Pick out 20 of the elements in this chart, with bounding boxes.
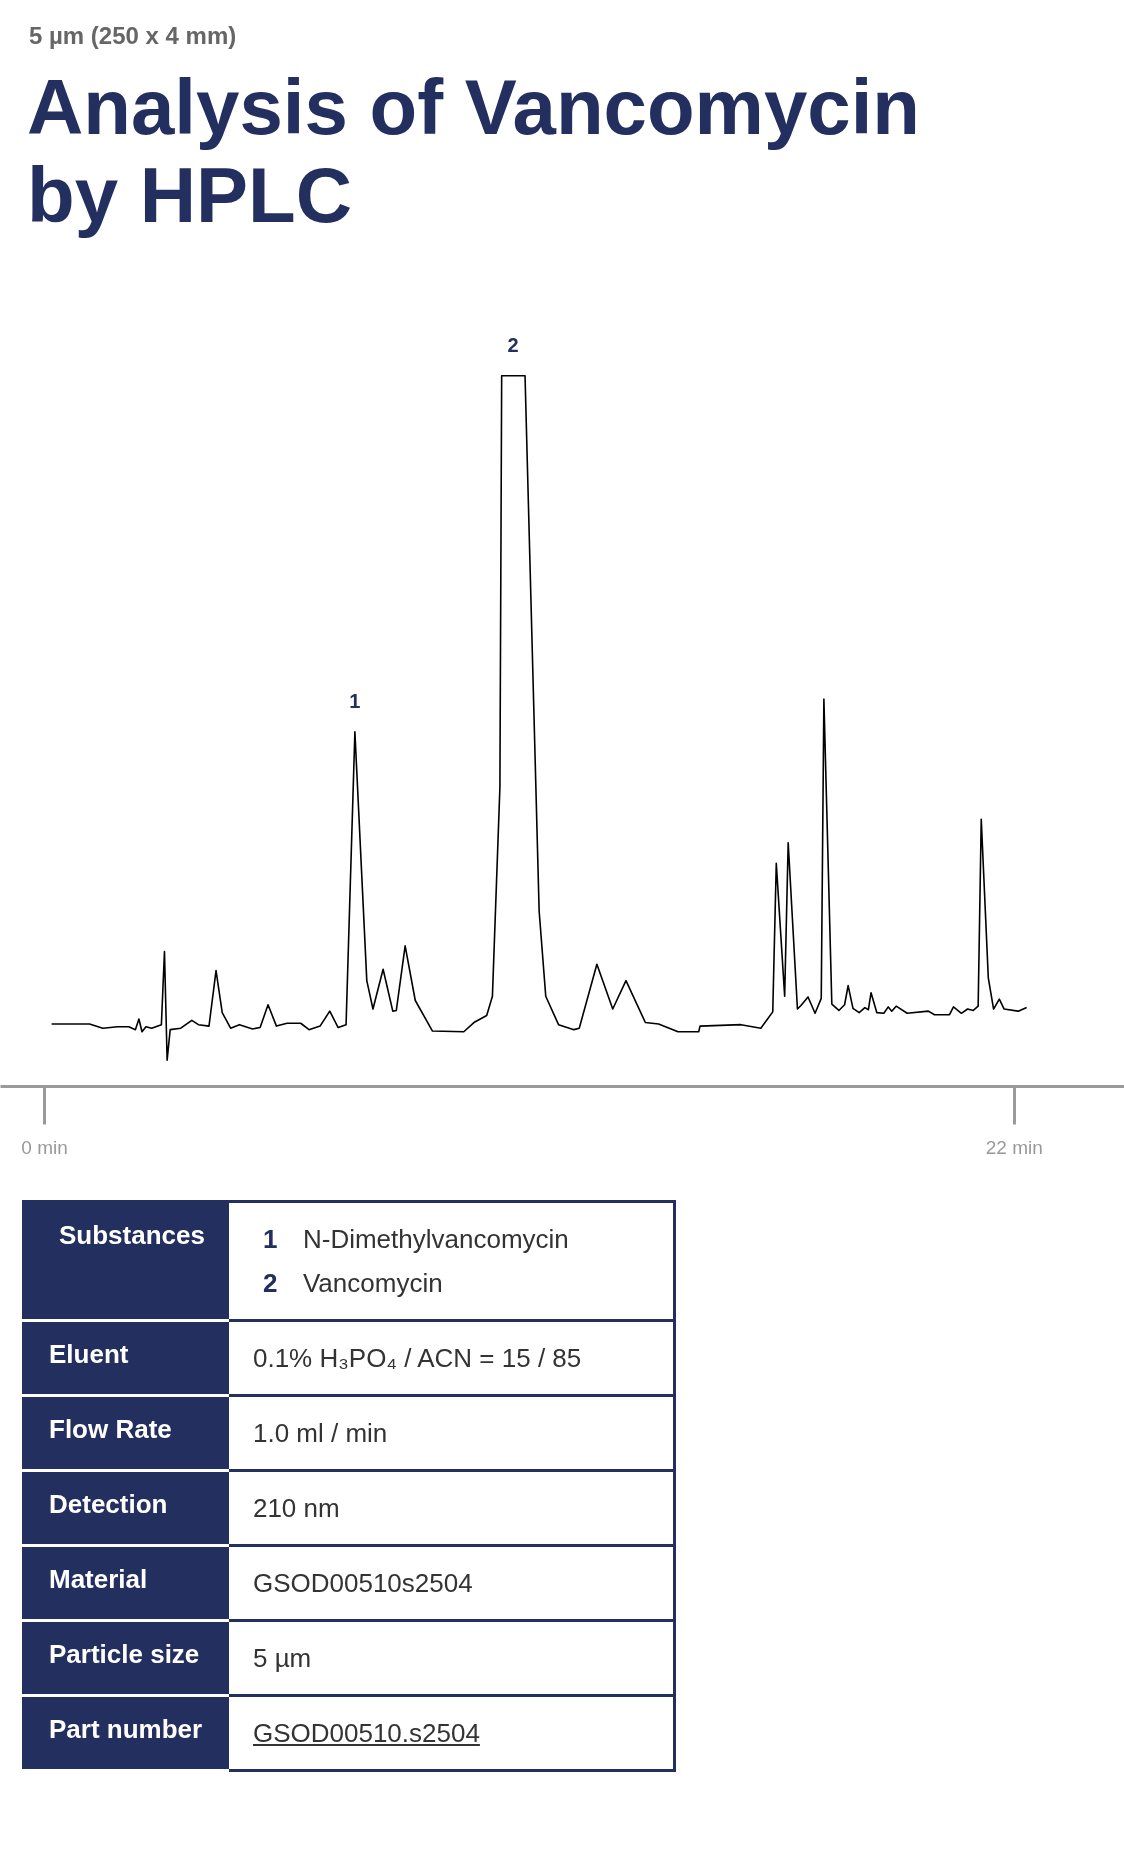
x-tick-label: 22 min [985, 1136, 1043, 1158]
x-tick-label: 0 min [21, 1136, 68, 1158]
text: Material [23, 1545, 229, 1621]
text: GSOD00510s2504 [228, 1545, 675, 1621]
chart-title: Analysis of Vancomycin by HPLC [27, 63, 921, 240]
text: Part number [23, 1695, 229, 1771]
text: Detection [23, 1470, 229, 1546]
text: Particle size [23, 1620, 229, 1696]
annotation: 2 [507, 333, 519, 356]
text: 0.1% H₃PO₄ / ACN = 15 / 85 [228, 1320, 675, 1396]
annotation: 1 [349, 689, 361, 712]
chart-subtitle: 5 µm (250 x 4 mm) [29, 21, 238, 51]
text: Substances [23, 1201, 229, 1321]
text: 5 µm [228, 1620, 675, 1696]
text: 210 nm [228, 1470, 675, 1546]
text: GSOD00510.s2504 [252, 1718, 480, 1748]
text: 1.0 ml / min [228, 1395, 675, 1471]
text: Eluent [23, 1320, 229, 1396]
text: 1 N-Dimethylvancomycin 2 Vancomycin [228, 1201, 675, 1321]
text: Flow Rate [23, 1395, 229, 1471]
